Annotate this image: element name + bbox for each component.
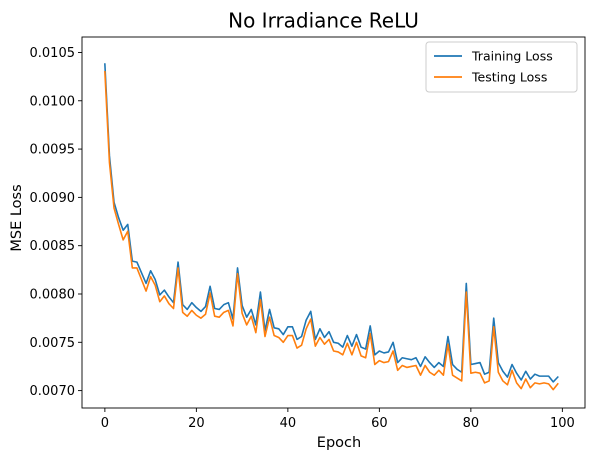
x-tick-label: 100: [550, 416, 575, 431]
x-tick-label: 20: [188, 416, 205, 431]
y-tick-label: 0.0105: [30, 46, 76, 61]
x-tick-label: 40: [280, 416, 297, 431]
legend: Training Loss Testing Loss: [425, 41, 578, 93]
x-tick-label: 60: [371, 416, 388, 431]
legend-label-1: Training Loss: [471, 49, 553, 64]
legend-box: [425, 41, 578, 93]
axes-frame: [81, 36, 586, 409]
plot-area: [104, 63, 559, 391]
y-tick-label: 0.0100: [30, 94, 76, 109]
y-tick-label: 0.0070: [30, 384, 76, 399]
x-axis-label: Epoch: [317, 435, 361, 451]
y-tick-label: 0.0090: [30, 191, 76, 206]
y-axis-label: MSE Loss: [9, 184, 25, 251]
y-tick-label: 0.0080: [30, 287, 76, 302]
x-tick-label: 80: [463, 416, 480, 431]
y-tick-label: 0.0095: [30, 143, 76, 158]
series-line-2: [104, 70, 559, 391]
chart-title: No Irradiance ReLU: [228, 9, 419, 33]
x-tick-label: 0: [101, 416, 109, 431]
y-tick-label: 0.0075: [30, 336, 76, 351]
y-tick-label: 0.0085: [30, 239, 76, 254]
legend-label-2: Testing Loss: [471, 70, 547, 85]
axes: 0 20 40 60 80 100 0.0070 0.0075 0.0080 0.0085 0.00…: [30, 36, 586, 431]
